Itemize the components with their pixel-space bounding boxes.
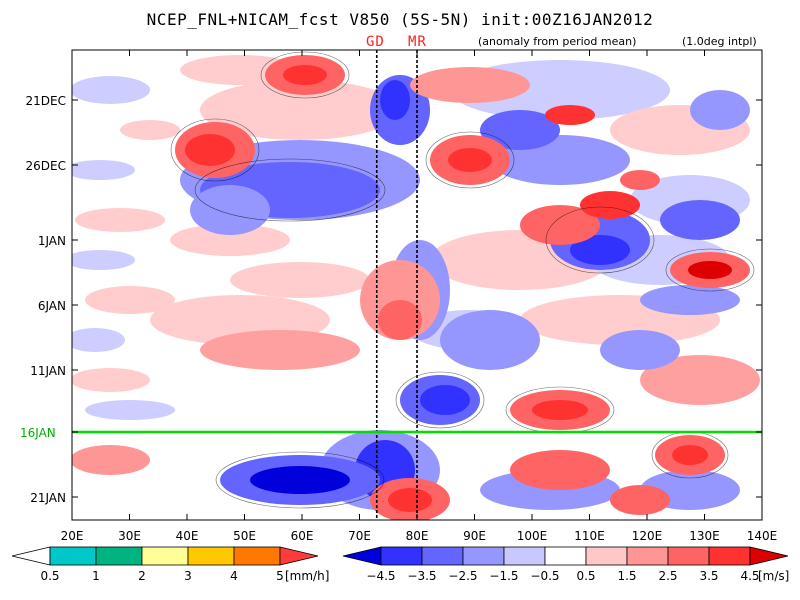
wind-legend-swatch bbox=[544, 546, 587, 566]
anomaly-field bbox=[72, 51, 760, 520]
rain-legend-swatch bbox=[49, 546, 97, 566]
x-tick-label: 120E bbox=[632, 529, 663, 543]
wind-legend-swatch bbox=[585, 546, 628, 566]
wind-legend-label: −2.5 bbox=[448, 569, 477, 583]
x-axis: 20E 30E 40E 50E 60E 70E 80E 90E 100E 110E 120E 130E… bbox=[61, 50, 778, 543]
wind-legend-swatch bbox=[667, 546, 710, 566]
x-tick-label: 90E bbox=[463, 529, 486, 543]
rain-legend-label: 4 bbox=[230, 569, 238, 583]
wind-legend-unit: [m/s] bbox=[758, 569, 789, 583]
wind-anomaly-legend: −4.5 −3.5 −2.5 −1.5 −0.5 0.5 1.5 2.5 3.5 4.5[m/s] bbox=[342, 546, 789, 583]
wind-legend-swatch bbox=[380, 546, 423, 566]
x-tick-label: 110E bbox=[574, 529, 605, 543]
x-tick-label: 140E bbox=[747, 529, 778, 543]
rain-legend-swatch bbox=[141, 546, 189, 566]
x-tick-label: 30E bbox=[118, 529, 141, 543]
y-tick-label: 21JAN bbox=[30, 491, 66, 505]
y-tick-label: 26DEC bbox=[26, 159, 66, 173]
rain-legend-unit: [mm/h] bbox=[285, 569, 329, 583]
y-tick-label: 1JAN bbox=[38, 234, 66, 248]
wind-legend-label: 2.5 bbox=[658, 569, 677, 583]
x-tick-label: 60E bbox=[291, 529, 314, 543]
wind-legend-label: −4.5 bbox=[366, 569, 395, 583]
wind-legend-swatch bbox=[749, 546, 789, 566]
map-title: NCEP_FNL+NICAM_fcst V850 (5S-5N) init:00… bbox=[146, 10, 654, 29]
wind-legend-swatch bbox=[503, 546, 546, 566]
wind-legend-swatch bbox=[421, 546, 464, 566]
wind-legend-label: −0.5 bbox=[530, 569, 559, 583]
wind-legend-swatch bbox=[708, 546, 751, 566]
y-axis: 21DEC 26DEC 1JAN 6JAN 11JAN 21JAN bbox=[26, 94, 762, 505]
x-tick-label: 50E bbox=[233, 529, 256, 543]
wind-legend-label: 0.5 bbox=[576, 569, 595, 583]
x-tick-label: 80E bbox=[406, 529, 429, 543]
wind-legend-label: −3.5 bbox=[407, 569, 436, 583]
rain-legend-label: 5 bbox=[276, 569, 284, 583]
y-tick-label: 21DEC bbox=[26, 94, 66, 108]
init-date-label: 16JAN bbox=[20, 426, 56, 440]
wind-legend-label: 4.5 bbox=[740, 569, 759, 583]
rain-legend-label: 3 bbox=[184, 569, 192, 583]
map-subtitle: (anomaly from period mean) bbox=[478, 35, 637, 48]
marker-label-mr: MR bbox=[408, 34, 427, 50]
marker-label-gd: GD bbox=[366, 34, 385, 50]
x-tick-label: 40E bbox=[176, 529, 199, 543]
rain-rate-legend: 0.5 1 2 3 4 5 [mm/h] bbox=[11, 546, 329, 583]
wind-legend-label: 3.5 bbox=[699, 569, 718, 583]
rain-legend-label: 2 bbox=[138, 569, 146, 583]
x-tick-label: 20E bbox=[61, 529, 84, 543]
rain-legend-swatch bbox=[11, 546, 51, 566]
rain-legend-swatch bbox=[187, 546, 235, 566]
rain-legend-swatch bbox=[233, 546, 281, 566]
rain-legend-label: 0.5 bbox=[40, 569, 59, 583]
wind-legend-label: 1.5 bbox=[617, 569, 636, 583]
rain-legend-swatch bbox=[279, 546, 319, 566]
x-tick-label: 130E bbox=[689, 529, 720, 543]
wind-legend-swatch bbox=[462, 546, 505, 566]
x-tick-label: 100E bbox=[517, 529, 548, 543]
wind-legend-label: −1.5 bbox=[489, 569, 518, 583]
rain-legend-label: 1 bbox=[92, 569, 100, 583]
wind-legend-swatch bbox=[626, 546, 669, 566]
x-tick-label: 70E bbox=[348, 529, 371, 543]
longitude-marker-lines bbox=[375, 50, 418, 520]
y-tick-label: 11JAN bbox=[30, 364, 66, 378]
y-tick-label: 6JAN bbox=[38, 299, 66, 313]
wind-legend-swatch bbox=[342, 546, 382, 566]
interpolation-note: (1.0deg intpl) bbox=[682, 35, 757, 48]
rain-legend-swatch bbox=[95, 546, 143, 566]
